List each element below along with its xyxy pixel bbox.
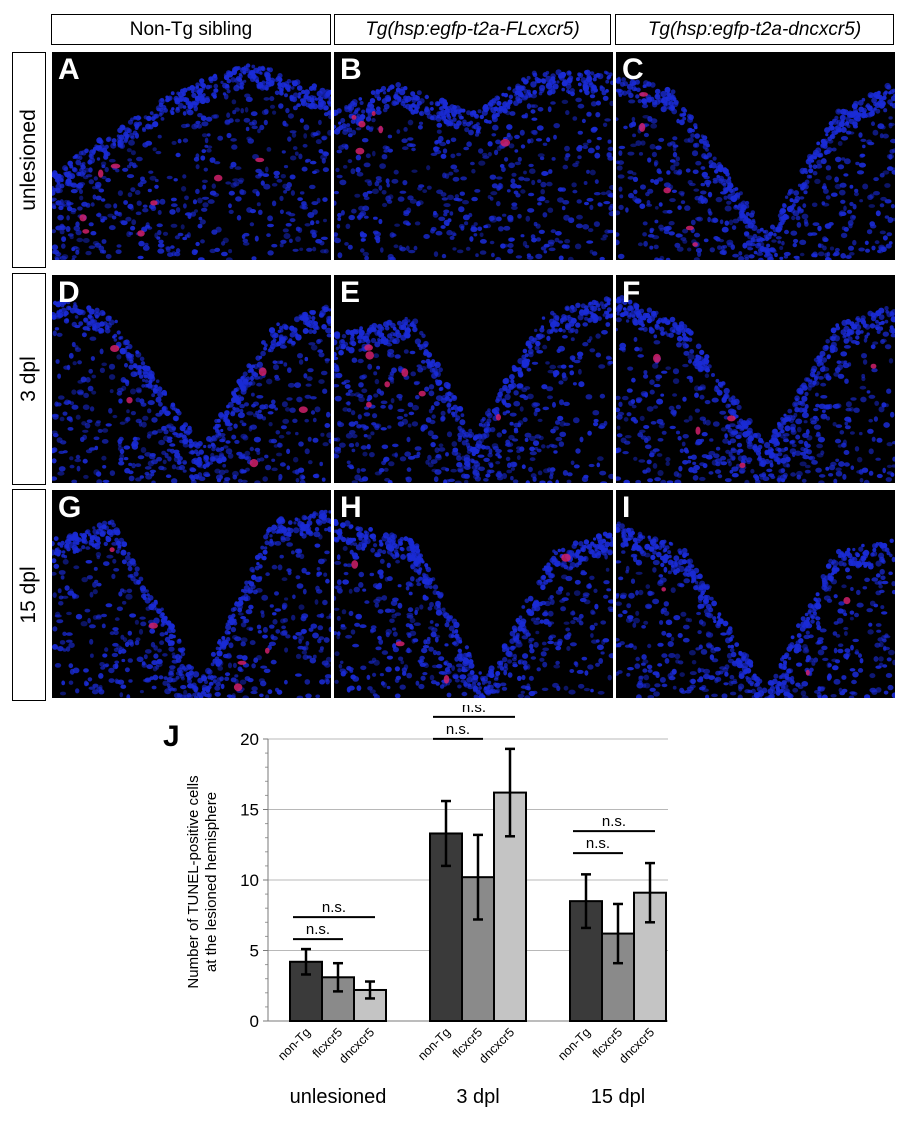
micrograph-panel-c: C <box>616 52 895 260</box>
micrograph-panel-h: H <box>334 490 613 698</box>
bar-chart-svg: J Number of TUNEL-positive cells at the … <box>0 705 910 1127</box>
micrograph-panel-b: B <box>334 52 613 260</box>
y-tick-label: 15 <box>240 801 259 820</box>
y-axis-label-line-2: at the lesioned hemisphere <box>203 792 220 972</box>
group-label: 15 dpl <box>591 1086 646 1108</box>
significance-label: n.s. <box>446 721 470 738</box>
y-tick-label: 20 <box>240 730 259 749</box>
micrograph-image <box>52 275 331 483</box>
group-label: 3 dpl <box>456 1086 499 1108</box>
micrograph-panel-g: G <box>52 490 331 698</box>
significance-label: n.s. <box>322 899 346 916</box>
column-header-non-tg: Non-Tg sibling <box>51 14 331 45</box>
significance-label: n.s. <box>462 705 486 716</box>
panel-letter: F <box>622 277 640 309</box>
micrograph-image <box>52 490 331 698</box>
category-label: non-Tg <box>275 1025 313 1063</box>
column-header-label: Non-Tg sibling <box>130 19 253 41</box>
category-label: dncxcr5 <box>476 1025 517 1066</box>
y-tick-label: 0 <box>250 1012 259 1031</box>
row-header-unlesioned: unlesioned <box>12 52 46 268</box>
panel-letter: C <box>622 54 644 86</box>
y-tick-label: 5 <box>250 942 259 961</box>
significance-label: n.s. <box>602 813 626 830</box>
micrograph-panel-e: E <box>334 275 613 483</box>
category-label: dncxcr5 <box>616 1025 657 1066</box>
chart-panel-letter: J <box>163 720 180 753</box>
micrograph-image <box>616 275 895 483</box>
micrograph-panel-d: D <box>52 275 331 483</box>
micrograph-image <box>334 490 613 698</box>
significance-label: n.s. <box>306 921 330 938</box>
row-header-label: 3 dpl <box>17 356 41 402</box>
panel-letter: E <box>340 277 360 309</box>
panel-letter: B <box>340 54 362 86</box>
category-label: non-Tg <box>555 1025 593 1063</box>
row-header-label: unlesioned <box>17 109 41 211</box>
panel-letter: A <box>58 54 80 86</box>
group-label: unlesioned <box>290 1086 387 1108</box>
panel-letter: H <box>340 492 362 524</box>
micrograph-image <box>616 490 895 698</box>
micrograph-image <box>616 52 895 260</box>
panel-letter: G <box>58 492 81 524</box>
y-tick-label: 10 <box>240 871 259 890</box>
micrograph-image <box>334 275 613 483</box>
panel-letter: D <box>58 277 80 309</box>
row-header-label: 15 dpl <box>17 566 41 623</box>
y-axis-label-line-1: Number of TUNEL-positive cells <box>185 775 202 988</box>
category-label: non-Tg <box>415 1025 453 1063</box>
panel-letter: I <box>622 492 630 524</box>
significance-label: n.s. <box>586 835 610 852</box>
micrograph-panel-a: A <box>52 52 331 260</box>
column-header-flcxcr5: Tg(hsp:egfp-t2a-FLcxcr5) <box>334 14 611 45</box>
bar-chart-j: J Number of TUNEL-positive cells at the … <box>0 705 910 1127</box>
micrograph-image <box>334 52 613 260</box>
column-header-label: Tg(hsp:egfp-t2a-FLcxcr5) <box>365 19 579 41</box>
micrograph-panel-i: I <box>616 490 895 698</box>
micrograph-image <box>52 52 331 260</box>
row-header-3dpl: 3 dpl <box>12 273 46 485</box>
column-header-dncxcr5: Tg(hsp:egfp-t2a-dncxcr5) <box>615 14 894 45</box>
row-header-15dpl: 15 dpl <box>12 489 46 701</box>
micrograph-panel-f: F <box>616 275 895 483</box>
column-header-label: Tg(hsp:egfp-t2a-dncxcr5) <box>648 19 861 41</box>
category-label: dncxcr5 <box>336 1025 377 1066</box>
